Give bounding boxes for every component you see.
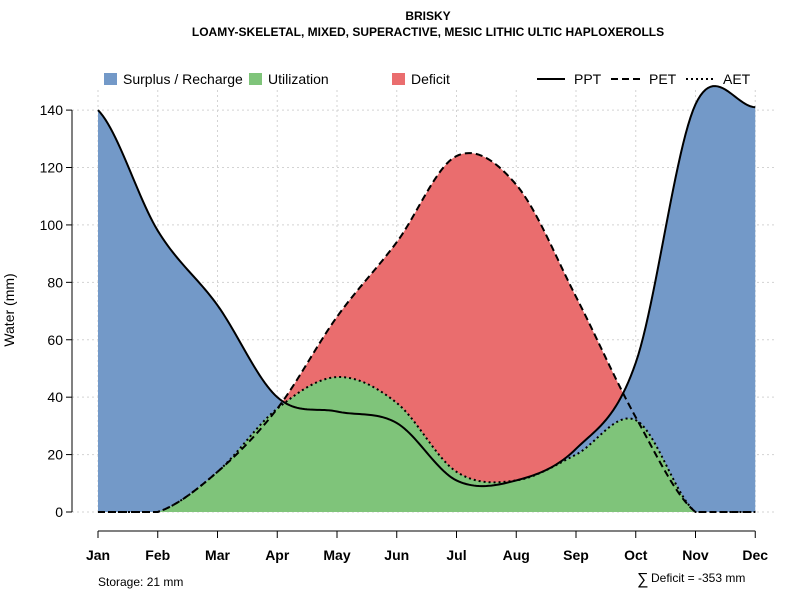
y-tick-label: 60 [47,332,63,348]
sum-symbol: ∑ [637,571,648,588]
legend-label-aet: AET [723,71,751,87]
x-tick-label: Jul [446,547,466,563]
x-tick-label: Mar [205,547,230,563]
legend-swatch-deficit [392,73,405,85]
legend-swatch-utilization [249,73,262,85]
deficit-note: Deficit = -353 mm [651,571,745,585]
legend: Surplus / Recharge Utilization Deficit P… [104,71,751,87]
legend-label-ppt: PPT [574,71,602,87]
x-tick-label: Sep [563,547,589,563]
chart-title: BRISKY [405,9,450,23]
y-tick-label: 100 [40,217,64,233]
x-tick-label: Oct [624,547,648,563]
legend-swatch-surplus [104,73,117,85]
x-tick-label: Aug [503,547,530,563]
utilization-area [98,377,756,512]
y-tick-label: 40 [47,389,63,405]
series-line-pet [98,152,756,513]
legend-label-utilization: Utilization [268,71,329,87]
legend-label-deficit: Deficit [411,71,450,87]
chart-subtitle: LOAMY-SKELETAL, MIXED, SUPERACTIVE, MESI… [192,25,664,39]
x-tick-label: Feb [145,547,170,563]
legend-label-surplus: Surplus / Recharge [123,71,243,87]
series-line-ppt [97,85,756,488]
x-tick-label: Dec [742,547,768,563]
y-axis-label: Water (mm) [1,273,17,346]
y-tick-label: 0 [55,504,63,520]
x-tick-label: Apr [265,547,290,563]
y-tick-label: 80 [47,274,63,290]
storage-note: Storage: 21 mm [98,575,183,589]
series-lines [97,85,756,513]
y-tick-label: 140 [40,102,64,118]
axes: 0 20 40 60 80 100 120 140 Jan Feb Mar Apr May Jun Jul A… [40,102,769,563]
surplus-recharge-area [98,86,756,512]
x-tick-label: Jan [86,547,110,563]
legend-label-pet: PET [649,71,677,87]
y-tick-label: 20 [47,447,63,463]
deficit-area [98,153,756,512]
series-line-aet [98,376,756,513]
y-tick-label: 120 [40,160,64,176]
x-tick-label: Nov [682,547,709,563]
x-tick-label: May [323,547,350,563]
x-tick-label: Jun [384,547,409,563]
